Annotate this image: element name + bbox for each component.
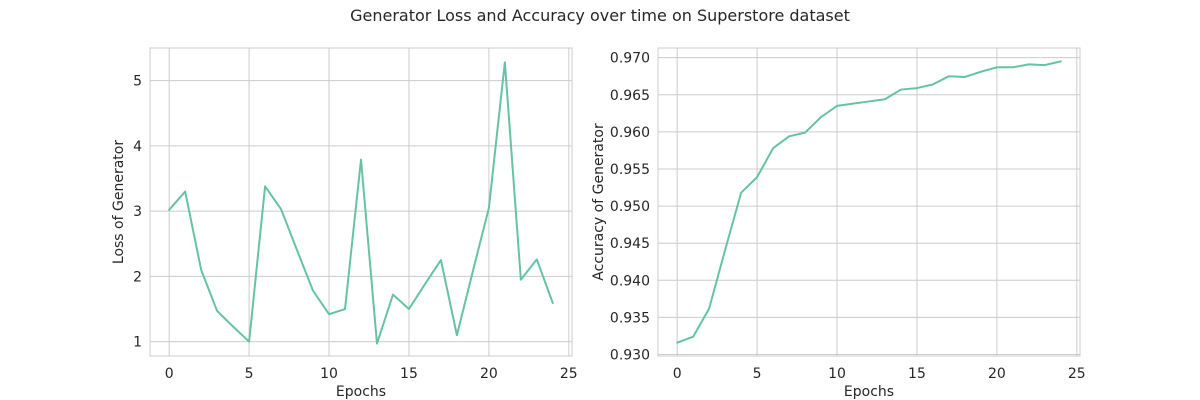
accuracy-y-tick-label: 0.965 <box>610 88 650 104</box>
loss-x-axis-label: Epochs <box>336 384 386 400</box>
loss-x-tick-label: 20 <box>480 366 498 382</box>
accuracy-plot-frame <box>657 47 1081 357</box>
loss-y-tick-label: 4 <box>133 139 142 155</box>
accuracy-y-axis-label: Accuracy of Generator <box>591 123 607 281</box>
accuracy-x-tick-label: 5 <box>753 366 762 382</box>
accuracy-y-tick-label: 0.950 <box>610 199 650 215</box>
accuracy-chart: 0 5 10 15 20 25 0.930 0.935 0.940 0.945 0.950 0.955… <box>591 47 1086 400</box>
accuracy-y-tick-label: 0.955 <box>610 162 650 178</box>
loss-y-tick-label: 5 <box>133 74 142 90</box>
accuracy-x-tick-label: 25 <box>1068 366 1086 382</box>
accuracy-series-line-0 <box>676 60 1062 344</box>
loss-chart: 0 5 10 15 20 25 1 2 3 4 5 Epochs Loss of Generator <box>111 47 578 400</box>
figure-title: Generator Loss and Accuracy over time on… <box>350 6 850 25</box>
accuracy-y-tick-label: 0.945 <box>610 236 650 252</box>
accuracy-x-tick-label: 10 <box>828 366 846 382</box>
loss-x-tick-label: 10 <box>320 366 338 382</box>
loss-y-tick-label: 1 <box>133 335 142 351</box>
accuracy-y-tick-label: 0.970 <box>610 51 650 67</box>
accuracy-y-tick-label: 0.940 <box>610 273 650 289</box>
loss-series-line-0 <box>168 61 554 345</box>
accuracy-x-tick-label: 0 <box>673 366 682 382</box>
accuracy-y-tick-label: 0.930 <box>610 348 650 364</box>
loss-y-tick-label: 2 <box>133 269 142 285</box>
accuracy-y-tick-label: 0.935 <box>610 310 650 326</box>
accuracy-x-tick-label: 20 <box>988 366 1006 382</box>
loss-y-axis-label: Loss of Generator <box>111 140 127 264</box>
loss-plot-frame <box>149 47 573 357</box>
loss-x-tick-label: 15 <box>400 366 418 382</box>
loss-x-tick-label: 25 <box>560 366 578 382</box>
accuracy-x-tick-label: 15 <box>908 366 926 382</box>
accuracy-y-tick-label: 0.960 <box>610 125 650 141</box>
loss-x-tick-label: 5 <box>245 366 254 382</box>
loss-y-tick-label: 3 <box>133 204 142 220</box>
loss-x-tick-label: 0 <box>165 366 174 382</box>
accuracy-x-axis-label: Epochs <box>844 384 894 400</box>
